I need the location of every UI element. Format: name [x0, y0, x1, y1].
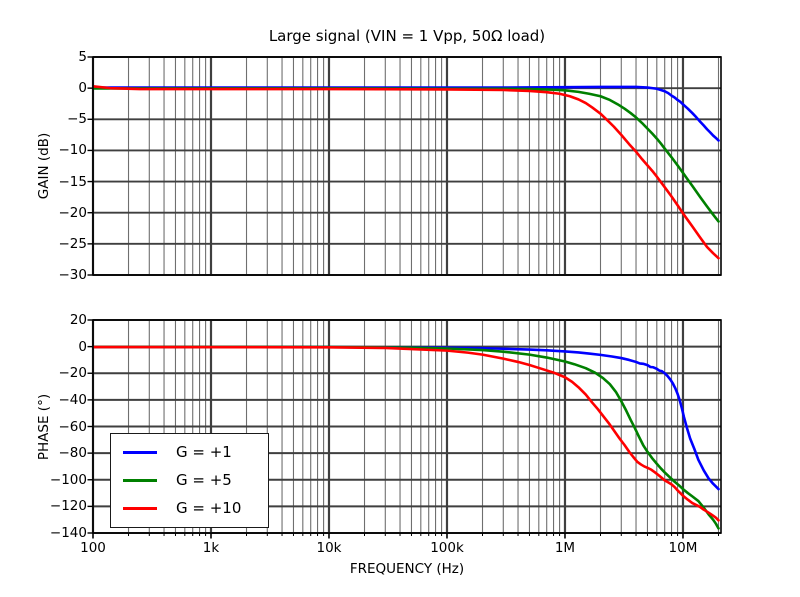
- legend: G = +1 G = +5 G = +10: [110, 433, 269, 528]
- phase-y-tick-label: −60: [58, 418, 88, 435]
- frequency-axis-label: FREQUENCY (Hz): [349, 561, 465, 577]
- x-tick-label: 100: [80, 540, 106, 556]
- x-tick-label: 10k: [316, 540, 342, 556]
- gain-y-tick-label: −25: [58, 235, 88, 252]
- phase-y-tick-label: −40: [58, 391, 88, 408]
- x-tick-label: 1k: [202, 540, 220, 556]
- legend-line-swatch: [123, 478, 157, 482]
- legend-label: G = +5: [176, 470, 232, 489]
- phase-y-tick-label: −100: [49, 471, 87, 488]
- gain-curve-g+5: [93, 87, 720, 223]
- phase-y-tick-label: −20: [58, 365, 88, 382]
- phase-curve-g+1: [93, 345, 720, 491]
- x-tick-label: 100k: [430, 540, 464, 556]
- gain-curve-g+10: [93, 84, 720, 260]
- phase-y-tick-label: −140: [49, 525, 87, 541]
- x-tick-label: 1M: [554, 540, 576, 556]
- legend-item: G = +1: [123, 445, 256, 460]
- gain-y-tick-label: 5: [78, 49, 87, 65]
- gain-axes-frame: [92, 56, 722, 276]
- gain-axis-label: GAIN (dB): [36, 132, 52, 200]
- legend-item: G = +5: [123, 470, 256, 489]
- chart-title: Large signal (VIN = 1 Vpp, 50Ω load): [268, 27, 546, 45]
- legend-line-swatch: [123, 506, 157, 510]
- phase-y-tick-label: −120: [49, 498, 87, 515]
- phase-y-tick-label: −80: [58, 445, 88, 462]
- gain-y-tick-label: −20: [58, 204, 88, 221]
- gain-curve-g+1: [93, 85, 720, 142]
- phase-curve-g+10: [93, 345, 720, 522]
- legend-label: G = +10: [176, 498, 242, 517]
- gain-y-tick-label: −5: [67, 111, 87, 128]
- gain-y-tick-label: −30: [58, 267, 88, 283]
- gain-y-tick-label: −10: [58, 142, 88, 159]
- gain-subplot: [87, 56, 722, 276]
- phase-y-tick-label: 0: [78, 338, 87, 355]
- legend-label: G = +1: [176, 443, 232, 462]
- gain-y-tick-label: −15: [58, 173, 88, 190]
- phase-y-tick-label: 20: [69, 312, 87, 328]
- x-tick-label: 10M: [668, 540, 698, 556]
- phase-curve-g+5: [93, 345, 720, 530]
- legend-line-swatch: [123, 451, 157, 455]
- legend-item: G = +10: [123, 498, 256, 517]
- gain-y-tick-label: 0: [78, 80, 87, 97]
